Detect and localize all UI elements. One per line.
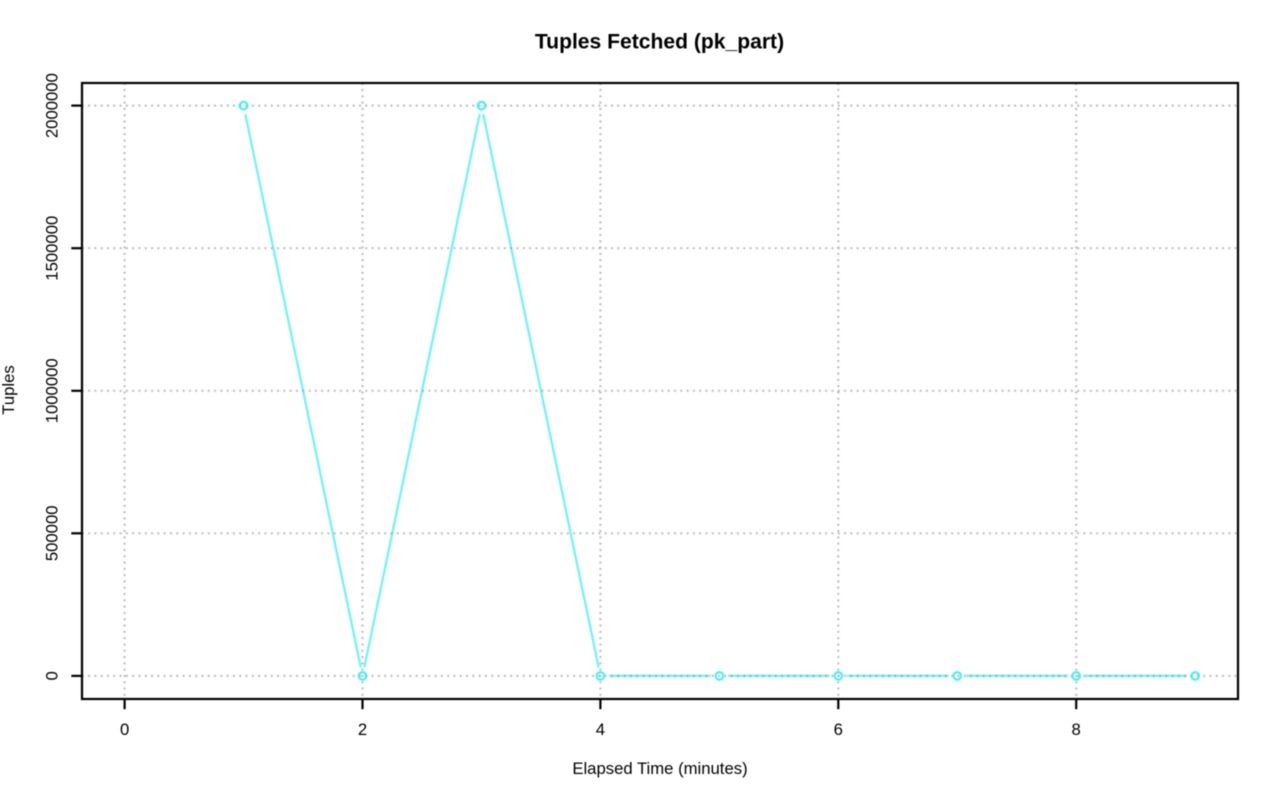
svg-text:1000000: 1000000 — [43, 358, 62, 423]
svg-text:2: 2 — [358, 720, 367, 739]
svg-text:2000000: 2000000 — [43, 73, 62, 138]
svg-text:Tuples: Tuples — [0, 365, 18, 414]
svg-text:0: 0 — [43, 671, 62, 680]
svg-text:Tuples Fetched (pk_part): Tuples Fetched (pk_part) — [535, 31, 784, 54]
svg-text:0: 0 — [120, 720, 129, 739]
svg-text:4: 4 — [596, 720, 605, 739]
svg-text:500000: 500000 — [43, 505, 62, 561]
svg-text:6: 6 — [834, 720, 843, 739]
svg-text:8: 8 — [1072, 720, 1081, 739]
svg-text:Elapsed Time (minutes): Elapsed Time (minutes) — [572, 759, 747, 778]
svg-text:1500000: 1500000 — [43, 216, 62, 281]
